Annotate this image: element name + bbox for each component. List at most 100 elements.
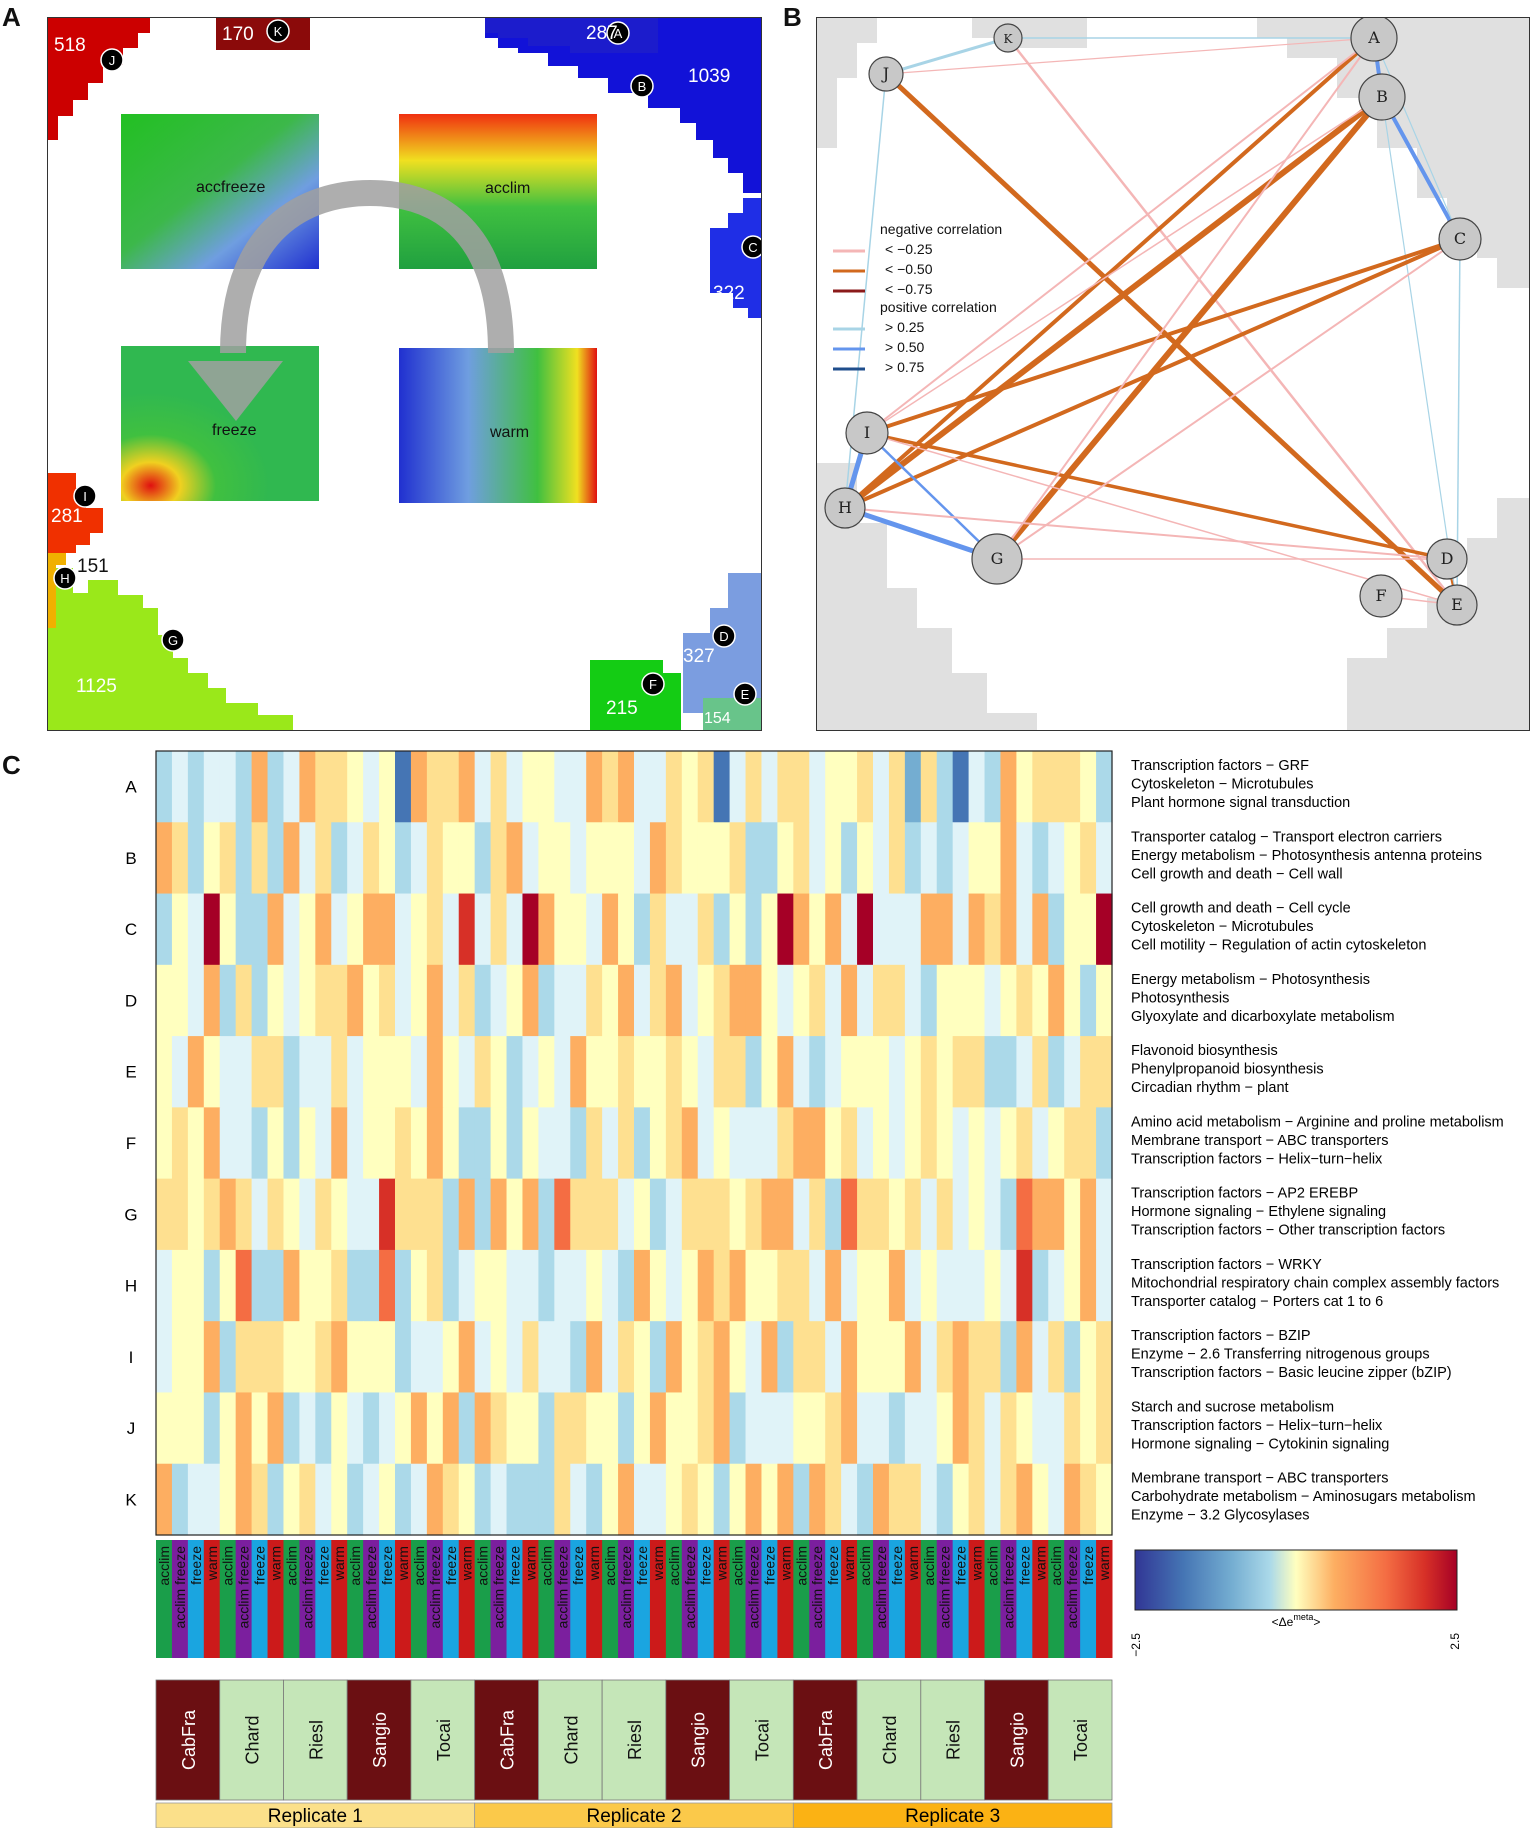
condition-cell [888,1540,906,1658]
heatmap-cell [665,1463,683,1536]
row-annotation-line: Transcription factors − GRF [1131,758,1309,774]
heatmap-cell [171,1107,189,1180]
heatmap-cell [187,822,205,895]
heatmap-cell [952,1178,970,1251]
heatmap-cell [554,1321,571,1394]
panel-b-correlation-network: A B C D E F G H I J K negative correlation < −0.25… [816,17,1530,731]
heatmap-cell [888,1036,906,1108]
heatmap-cell [156,1036,173,1108]
heatmap-cell [984,1107,1002,1180]
heatmap-cell [267,1178,285,1251]
heatmap-cell [347,1249,364,1322]
heatmap-cell [841,1036,858,1108]
heatmap-cell [904,1463,922,1536]
condition-cell [602,1540,619,1658]
condition-cell [331,1540,348,1658]
condition-label: acclim freeze [746,1546,762,1629]
heatmap-cell [602,964,619,1037]
condition-cell [984,1540,1001,1658]
heatmap-cell [299,822,316,895]
cluster-label-c-count: 322 [713,283,745,304]
heatmap-cell [936,1249,954,1322]
heatmap-cell [761,1036,778,1108]
condition-label: warm [331,1546,347,1581]
condition-cell [1096,1540,1113,1658]
heatmap-cell [251,1392,269,1465]
condition-label: acclim [1048,1546,1064,1586]
heatmap-cell [649,1463,667,1536]
svg-text:F: F [1375,586,1386,605]
heatmap-cell [474,1178,492,1251]
heatmap-cell [665,1178,683,1251]
heatmap-cell [1048,964,1065,1037]
heatmap-cell [586,964,603,1037]
condition-label: acclim freeze [873,1546,889,1629]
heatmap-cell [952,893,970,966]
row-annotation-line: Transcription factors − Helix−turn−helix [1131,1418,1383,1434]
cultivar-cell [155,1679,221,1801]
svg-text:B: B [1376,87,1388,106]
heatmap-cell [570,893,587,966]
heatmap-cell [1080,964,1097,1037]
panel-label-b: B [783,2,802,32]
condition-cell [219,1540,237,1658]
network-node-c: C [1438,217,1482,261]
condition-cell [634,1540,651,1658]
heatmap-cell [697,1107,715,1180]
row-annotation-line: Energy metabolism − Photosynthesis [1131,972,1370,988]
condition-label: acclim [475,1546,491,1586]
cultivar-label: Tocai [434,1719,454,1761]
cluster-label-h-count: 151 [77,556,109,577]
condition-cell [283,1540,300,1658]
heatmap-cell [283,1463,300,1536]
condition-cell [618,1540,635,1658]
heatmap-cell [1064,1178,1081,1251]
heatmap-cell [235,751,253,823]
heatmap-cell [458,822,476,895]
heatmap-cell [203,1249,221,1322]
heatmap-cell [1064,964,1081,1037]
heatmap-cell [649,964,667,1037]
heatmap-cell [697,893,715,966]
heatmap-cell [219,751,237,823]
heatmap-cell [410,822,428,895]
heatmap-cell [251,964,269,1037]
condition-cell [936,1540,954,1658]
heatmap-cell [968,893,986,966]
row-annotation-line: Carbohydrate metabolism − Aminosugars me… [1131,1489,1476,1505]
heatmap-cell [554,1392,571,1465]
heatmap-cell [857,822,874,895]
heatmap-cell [410,1463,428,1536]
heatmap-cell [1000,1036,1017,1108]
row-annotation-line: Membrane transport − ABC transporters [1131,1133,1389,1149]
heatmap-cell [936,1321,954,1394]
heatmap-cell [347,1107,364,1180]
heatmap-cell [793,964,810,1037]
heatmap-cell [586,1036,603,1108]
cultivar-label: Riesl [944,1720,964,1760]
heatmap-cell [793,822,810,895]
heatmap-cell [618,964,635,1037]
heatmap-cell [442,822,460,895]
condition-cell [203,1540,221,1658]
heatmap-cell [873,1249,890,1322]
heatmap-cell [936,1463,954,1536]
replicate-label: Replicate 1 [268,1806,363,1827]
heatmap-cell [793,1036,810,1108]
heatmap-cell [761,822,778,895]
heatmap-cell [936,1392,954,1465]
heatmap-cell [251,1036,269,1108]
heatmap-cell [1048,1178,1065,1251]
heatmap-cell [586,1392,603,1465]
heatmap-cell [315,1178,332,1251]
heatmap-cell [697,822,715,895]
heatmap-cell [777,822,794,895]
heatmap-cell [235,1249,253,1322]
heatmap-cell [522,1249,539,1322]
condition-label: acclim freeze [299,1546,315,1629]
heatmap-cell [665,1036,683,1108]
heatmap-cell [697,1178,715,1251]
heatmap-cell [299,1036,316,1108]
heatmap-cell [379,893,396,966]
heatmap-cell [761,1463,778,1536]
